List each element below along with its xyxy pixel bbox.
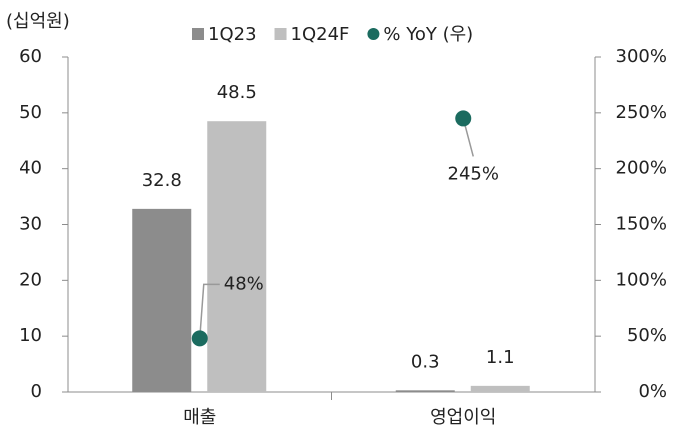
data-label: 32.8 <box>142 170 182 191</box>
legend-marker <box>192 28 204 40</box>
point <box>455 110 472 127</box>
y-axis-label: (십억원) <box>6 11 70 32</box>
bar <box>395 390 455 392</box>
y2-tick-label: 100% <box>616 269 667 290</box>
y2-tick-label: 200% <box>616 158 667 179</box>
y-tick-label: 0 <box>31 381 42 402</box>
legend-label: 1Q23 <box>208 24 257 45</box>
point <box>191 330 208 347</box>
y2-tick-label: 300% <box>616 46 667 67</box>
bar <box>132 208 192 392</box>
bar <box>207 121 267 392</box>
y2-tick-label: 50% <box>627 325 667 346</box>
data-label: 48% <box>224 273 264 294</box>
data-label: 1.1 <box>486 347 515 368</box>
y-tick-label: 40 <box>19 158 42 179</box>
data-label: 245% <box>448 163 499 184</box>
leader-line <box>199 283 220 339</box>
y-tick-label: 60 <box>19 46 42 67</box>
bar <box>470 385 530 392</box>
x-tick-label: 매출 <box>183 407 216 428</box>
y-tick-label: 10 <box>19 325 42 346</box>
legend-label: 1Q24F <box>291 24 350 45</box>
legend-marker <box>274 28 287 40</box>
y2-tick-label: 250% <box>616 102 667 123</box>
y-tick-label: 50 <box>19 102 42 123</box>
y2-tick-label: 0% <box>638 381 667 402</box>
data-label: 48.5 <box>217 82 257 103</box>
legend-marker <box>367 28 380 40</box>
x-tick-label: 영업이익 <box>430 407 496 428</box>
data-label: 0.3 <box>411 351 440 372</box>
y-tick-label: 30 <box>19 214 42 235</box>
y-tick-label: 20 <box>19 269 42 290</box>
legend-label: % YoY (우) <box>383 24 473 45</box>
y2-tick-label: 150% <box>616 214 667 235</box>
